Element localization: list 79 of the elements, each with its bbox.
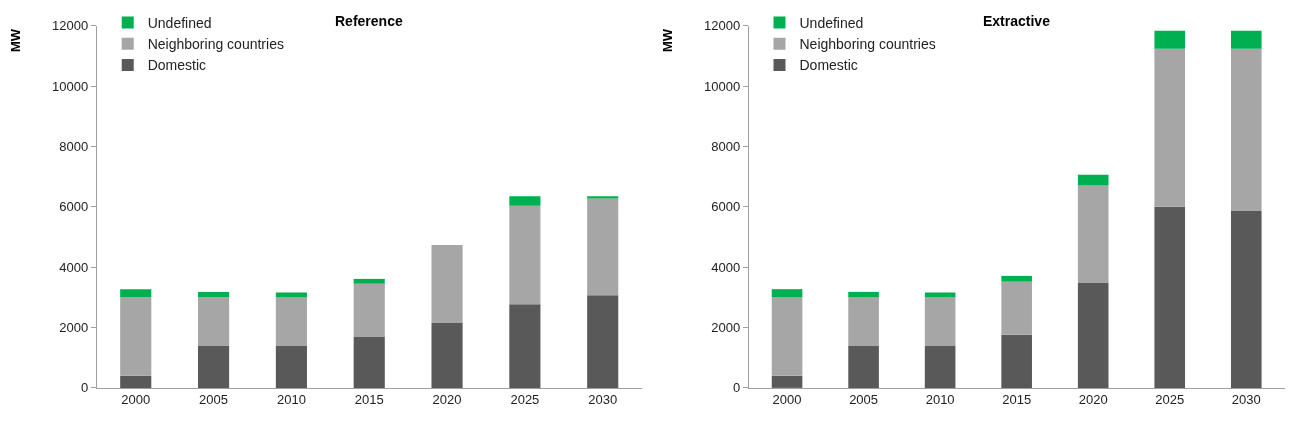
- x-tick-label: 2025: [1155, 392, 1185, 408]
- x-tick-label: 2030: [588, 392, 618, 408]
- bar: [1154, 30, 1186, 49]
- chart-title: Extractive: [983, 13, 1051, 29]
- bar: [275, 345, 307, 388]
- y-tick-label: 0: [732, 380, 741, 396]
- y-tick-label: 6000: [59, 199, 89, 215]
- bar: [771, 297, 803, 376]
- bar: [509, 196, 541, 206]
- y-axis-title: MW: [659, 28, 675, 53]
- bar: [120, 289, 152, 298]
- y-tick-label: 2000: [59, 320, 89, 336]
- legend-label: Undefined: [799, 15, 864, 32]
- bar: [587, 295, 619, 388]
- x-tick-label: 2005: [199, 392, 229, 408]
- bar: [924, 297, 956, 346]
- y-axis-title: MW: [7, 28, 23, 53]
- y-tick-label: 12000: [704, 18, 741, 34]
- bar: [198, 291, 230, 298]
- y-tick-label: 8000: [59, 138, 89, 154]
- bar: [1154, 206, 1186, 388]
- x-tick-label: 2010: [276, 392, 306, 408]
- x-tick-label: 2010: [925, 392, 955, 408]
- legend-label: Undefined: [147, 15, 212, 32]
- x-tick-label: 2025: [510, 392, 540, 408]
- bar: [509, 205, 541, 305]
- bar: [587, 196, 619, 199]
- bar: [587, 198, 619, 296]
- bar: [275, 292, 307, 298]
- y-tick-label: 8000: [711, 138, 741, 154]
- bar: [198, 345, 230, 388]
- x-tick-label: 2015: [1002, 392, 1032, 408]
- x-tick-label: 2000: [121, 392, 151, 408]
- bar: [198, 297, 230, 346]
- legend-label: Neighboring countries: [147, 36, 284, 53]
- bar: [1077, 185, 1109, 283]
- bar: [1230, 30, 1262, 49]
- y-tick-label: 2000: [711, 320, 741, 336]
- bar: [1230, 210, 1262, 388]
- bar: [431, 245, 463, 323]
- bar: [353, 283, 385, 337]
- bar: [771, 375, 803, 388]
- legend-label: Domestic: [147, 57, 207, 74]
- bar: [1154, 48, 1186, 207]
- bar: [1230, 48, 1262, 211]
- x-tick-label: 2020: [432, 392, 462, 408]
- chart-title: Reference: [335, 13, 403, 29]
- legend-label: Neighboring countries: [799, 36, 936, 53]
- bar: [509, 304, 541, 388]
- y-tick-label: 4000: [711, 259, 741, 275]
- x-tick-label: 2005: [849, 392, 879, 408]
- bar: [120, 375, 152, 388]
- bar: [1001, 281, 1032, 335]
- legend-label: Domestic: [799, 57, 858, 74]
- y-tick-label: 4000: [59, 259, 89, 275]
- y-tick-label: 6000: [711, 199, 741, 215]
- bar: [353, 278, 385, 284]
- bar: [848, 345, 879, 388]
- y-tick-label: 12000: [52, 18, 89, 34]
- bar: [275, 297, 307, 346]
- x-tick-label: 2015: [354, 392, 384, 408]
- x-tick-label: 2020: [1078, 392, 1108, 408]
- y-tick-label: 10000: [52, 78, 89, 94]
- y-tick-label: 10000: [704, 78, 741, 94]
- bar: [431, 322, 463, 388]
- bar: [353, 336, 385, 388]
- bar: [120, 297, 152, 376]
- bar: [1001, 275, 1032, 282]
- bar: [1001, 334, 1032, 388]
- x-tick-label: 2030: [1231, 392, 1261, 408]
- x-tick-label: 2000: [772, 392, 802, 408]
- bar: [924, 345, 956, 388]
- bar: [1077, 282, 1109, 388]
- bar: [1077, 174, 1109, 186]
- bar: [924, 292, 956, 298]
- bar: [848, 291, 879, 298]
- bar: [771, 289, 803, 298]
- y-tick-label: 0: [80, 380, 89, 396]
- bar: [848, 297, 879, 346]
